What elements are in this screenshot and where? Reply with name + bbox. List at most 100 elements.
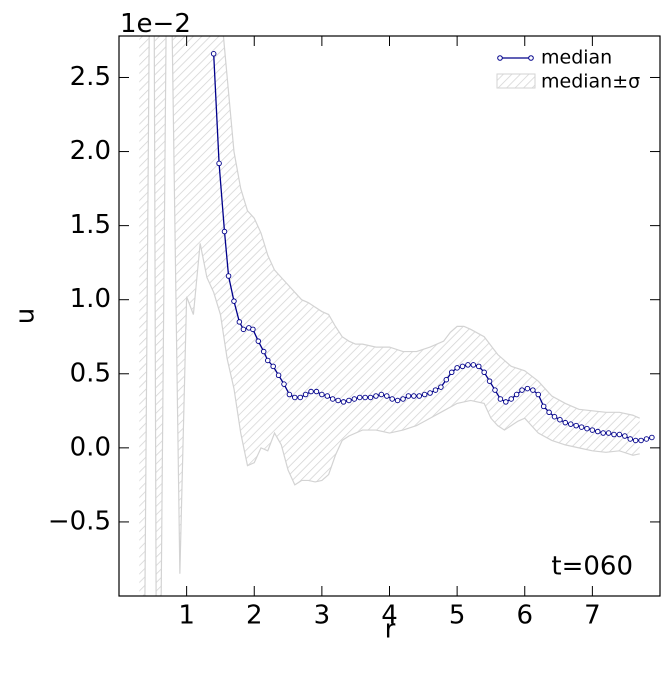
x-tick-label: 1	[178, 601, 195, 631]
median-point	[210, 51, 217, 57]
y-tick-label: 1.0	[70, 284, 111, 314]
plot-area	[139, 36, 655, 596]
median-point	[297, 394, 303, 401]
median-point	[421, 391, 428, 398]
median-point	[405, 393, 412, 399]
median-point	[308, 388, 314, 395]
median-point	[270, 363, 276, 370]
median-point	[600, 430, 606, 436]
y-tick-label: 2.5	[70, 62, 111, 92]
median-point	[255, 338, 262, 344]
median-point	[546, 409, 552, 416]
x-tick-label: 3	[314, 601, 331, 631]
x-tick-label: 2	[246, 601, 263, 631]
median-point	[578, 424, 585, 430]
median-point	[605, 430, 612, 436]
median-point	[240, 326, 247, 333]
median-point	[416, 393, 423, 399]
median-point	[562, 419, 569, 426]
y-tick-label: 2.0	[70, 136, 111, 166]
median-point	[389, 396, 395, 402]
median-point	[286, 391, 293, 398]
legend-label: median	[541, 47, 612, 69]
median-point	[486, 378, 493, 384]
median-point	[503, 399, 509, 405]
legend-marker	[497, 55, 503, 61]
median-point	[329, 396, 336, 402]
median-point	[649, 434, 655, 441]
median-point	[481, 369, 487, 376]
median-point	[638, 437, 644, 444]
median-point	[432, 387, 439, 393]
median-point	[524, 385, 531, 392]
x-tick-label: 7	[584, 601, 601, 631]
band-area	[139, 36, 640, 596]
median-point	[492, 387, 498, 393]
y-tick-label: −0.5	[48, 506, 111, 536]
median-point	[427, 390, 433, 396]
median-point	[519, 387, 525, 393]
median-point	[313, 388, 320, 395]
median-point	[335, 397, 341, 404]
median-point	[611, 431, 617, 438]
x-axis-label: r	[385, 615, 396, 645]
median-point	[443, 376, 450, 383]
median-point	[250, 326, 256, 333]
band-lower-edge	[144, 36, 640, 596]
median-point	[225, 273, 232, 279]
median-point	[643, 436, 650, 442]
median-point	[513, 391, 520, 398]
median-point	[292, 394, 298, 401]
legend-marker	[528, 55, 534, 61]
median-point	[584, 425, 590, 432]
legend-swatch	[496, 73, 536, 89]
x-tick-label: 6	[516, 601, 533, 631]
median-point	[281, 381, 287, 387]
median-point	[367, 394, 374, 401]
median-point	[221, 228, 228, 235]
legend: median median±σ	[496, 47, 640, 93]
median-point	[394, 397, 401, 404]
median-point	[411, 393, 417, 399]
legend-label: median±σ	[541, 71, 640, 93]
median-point	[465, 362, 471, 368]
median-point	[589, 427, 596, 433]
median-point	[324, 393, 331, 399]
median-point	[530, 387, 536, 393]
offset-text: 1e−2	[120, 9, 191, 39]
median-point	[573, 422, 579, 429]
median-point	[231, 298, 237, 304]
x-tick-label: 5	[449, 601, 466, 631]
median-point	[632, 437, 639, 444]
y-tick-label: 0.0	[70, 432, 111, 462]
median-point	[216, 160, 222, 167]
median-point	[384, 393, 390, 399]
median-point	[622, 433, 628, 439]
median-point	[470, 362, 477, 368]
median-point	[557, 416, 563, 423]
y-axis-label: u	[11, 308, 41, 324]
median-point	[319, 391, 325, 398]
median-point	[448, 369, 455, 376]
median-point	[540, 403, 547, 410]
median-point	[236, 319, 243, 325]
median-point	[438, 384, 444, 390]
median-point	[497, 396, 504, 402]
median-point	[351, 396, 358, 402]
median-point	[356, 394, 363, 401]
median-point	[535, 391, 542, 398]
median-point	[459, 363, 466, 370]
y-tick-label: 1.5	[70, 210, 111, 240]
x-tick-label: 4	[381, 601, 398, 631]
median-point	[616, 431, 623, 438]
annotation: t=060	[551, 552, 633, 582]
y-tick-label: 0.5	[70, 358, 111, 388]
median-point	[362, 394, 368, 401]
median-point	[551, 413, 558, 420]
band-upper-edge	[222, 36, 640, 419]
median-point	[627, 436, 633, 442]
median-point	[476, 363, 482, 370]
median-point	[454, 365, 460, 371]
median-point	[378, 391, 385, 398]
